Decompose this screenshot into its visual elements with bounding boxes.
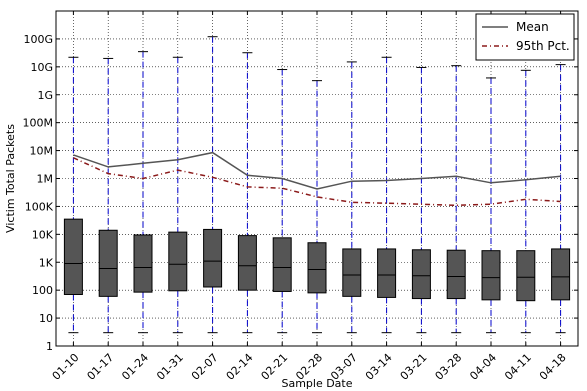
x-tick-label: 03-28	[433, 351, 465, 383]
x-tick-label: 03-14	[363, 351, 395, 383]
y-tick-label: 10	[39, 312, 53, 325]
box	[237, 235, 257, 291]
series-line-95th	[73, 157, 561, 207]
box	[411, 249, 431, 300]
x-tick-label: 04-18	[537, 351, 569, 383]
y-tick-label: 10K	[32, 228, 54, 241]
x-tick-label: 01-31	[154, 351, 186, 383]
y-axis-title: Victim Total Packets	[4, 124, 17, 233]
x-axis-title: Sample Date	[281, 377, 352, 390]
x-tick-label: 01-10	[50, 351, 82, 383]
x-tick-label: 02-07	[189, 351, 221, 383]
y-tick-label: 100	[32, 284, 53, 297]
series-line-mean	[73, 151, 561, 190]
box	[307, 242, 327, 294]
box	[446, 249, 466, 300]
box	[63, 218, 83, 295]
y-tick-label: 100G	[23, 33, 53, 46]
series-lines	[73, 151, 561, 207]
y-tick-label: 100M	[23, 117, 54, 130]
x-tick-label: 01-24	[119, 351, 151, 383]
box	[168, 231, 188, 292]
y-tick-label: 100K	[25, 200, 54, 213]
x-tick-label: 04-04	[467, 351, 499, 383]
x-tick-label: 02-14	[224, 351, 256, 383]
x-tick-label: 04-11	[502, 351, 534, 383]
legend-95th-label: 95th Pct.	[516, 39, 570, 53]
legend-frame	[475, 13, 575, 61]
box	[377, 248, 397, 298]
box	[203, 228, 223, 288]
box	[133, 234, 153, 293]
whiskers	[68, 36, 566, 334]
box	[551, 248, 571, 301]
legend-mean-label: Mean	[516, 20, 549, 34]
box	[481, 250, 501, 301]
box	[272, 237, 292, 292]
legend: Mean 95th Pct.	[475, 13, 575, 61]
y-tick-label: 1G	[37, 89, 53, 102]
box	[98, 229, 118, 297]
y-tick-label: 1K	[39, 256, 54, 269]
box	[342, 248, 362, 297]
x-tick-label: 01-17	[85, 351, 117, 383]
y-axis: 1 10 100 1K 10K 100K 1M 10M 100M 1G 10G 100G	[23, 33, 578, 353]
box	[516, 250, 536, 302]
boxes	[63, 218, 571, 302]
y-tick-label: 10M	[30, 145, 54, 158]
y-tick-label: 10G	[30, 61, 53, 74]
y-tick-label: 1M	[37, 173, 54, 186]
y-tick-label: 1	[46, 340, 53, 353]
x-tick-label: 03-21	[398, 351, 430, 383]
